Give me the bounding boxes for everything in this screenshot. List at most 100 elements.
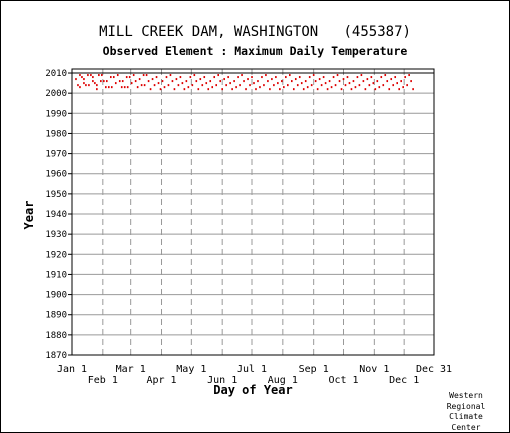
wrcc-credit: Western Regional Climate Center — [436, 391, 496, 433]
data-point — [187, 86, 190, 89]
credit-line: Center — [451, 422, 481, 432]
data-point — [350, 88, 353, 91]
data-point — [255, 88, 257, 91]
data-point — [171, 80, 174, 83]
data-point — [241, 74, 243, 77]
data-point — [249, 84, 251, 87]
data-point — [338, 80, 341, 83]
data-point — [90, 74, 92, 77]
data-point — [140, 84, 143, 87]
data-point — [382, 84, 385, 87]
data-point — [368, 84, 371, 87]
data-point — [189, 76, 192, 79]
data-point — [98, 74, 100, 77]
data-point — [316, 88, 319, 91]
data-point — [121, 80, 124, 83]
data-point — [290, 80, 293, 83]
data-point — [312, 74, 315, 77]
data-point — [306, 86, 309, 89]
data-point — [302, 88, 305, 91]
data-point — [191, 84, 194, 87]
x-tick-label: Nov 1 — [359, 364, 389, 375]
data-point — [257, 80, 259, 83]
data-point — [324, 82, 327, 85]
data-point — [287, 84, 289, 87]
data-point — [410, 80, 412, 83]
data-point — [181, 82, 184, 85]
data-point — [213, 76, 216, 79]
data-point — [118, 80, 121, 83]
data-point — [340, 88, 343, 91]
data-point — [183, 88, 186, 91]
y-tick-label: 1900 — [45, 291, 67, 301]
data-point — [344, 84, 347, 87]
y-tick-label: 1930 — [45, 230, 67, 240]
data-point — [88, 84, 90, 87]
data-point — [308, 76, 311, 79]
data-point — [245, 88, 247, 91]
y-tick-label: 1950 — [45, 190, 67, 200]
y-tick-label: 2000 — [45, 89, 67, 99]
y-tick-label: 1880 — [45, 331, 67, 341]
data-point — [120, 86, 123, 89]
y-tick-label: 1970 — [45, 150, 67, 160]
data-point — [320, 84, 323, 87]
data-point — [149, 88, 152, 91]
data-point — [81, 76, 83, 79]
x-tick-label: Jan 1 — [57, 364, 87, 375]
chart-title: MILL CREEK DAM, WASHINGTON (455387) — [99, 24, 411, 40]
data-point — [165, 76, 168, 79]
data-point — [151, 78, 154, 81]
data-point — [281, 80, 283, 83]
data-point — [336, 74, 339, 77]
data-point — [126, 86, 129, 89]
data-point — [195, 80, 198, 83]
data-point — [203, 76, 206, 79]
data-point — [79, 86, 81, 89]
data-point — [265, 74, 267, 77]
data-point — [275, 76, 277, 79]
data-point — [370, 76, 373, 79]
data-point — [277, 82, 279, 85]
data-point — [83, 82, 85, 85]
y-tick-label: 1890 — [45, 311, 67, 321]
data-point — [114, 82, 117, 85]
credit-line: Climate — [449, 412, 483, 421]
data-point — [101, 74, 103, 77]
data-point — [406, 84, 408, 87]
data-point — [128, 76, 131, 79]
data-point — [390, 78, 393, 81]
data-point — [288, 74, 291, 77]
data-point — [161, 80, 164, 83]
y-tick-label: 1910 — [45, 270, 67, 280]
data-point — [330, 86, 333, 89]
data-point — [110, 86, 113, 89]
data-point — [366, 78, 369, 81]
data-point — [185, 80, 188, 83]
y-axis-label: Year — [22, 200, 36, 230]
data-point — [271, 78, 273, 81]
data-point — [360, 74, 363, 77]
data-point — [199, 78, 202, 81]
data-point — [217, 74, 219, 77]
data-point — [384, 74, 387, 77]
data-point — [342, 78, 345, 81]
data-point — [116, 74, 119, 77]
data-point — [259, 86, 261, 89]
data-point — [145, 74, 148, 77]
data-point — [263, 84, 265, 87]
x-tick-label: Sep 1 — [299, 364, 329, 375]
data-point — [354, 86, 357, 89]
data-point — [251, 76, 253, 79]
data-point — [159, 88, 162, 91]
data-point — [304, 80, 307, 83]
data-point — [163, 86, 166, 89]
data-point — [332, 76, 335, 79]
data-point — [273, 84, 275, 87]
data-point — [219, 80, 221, 83]
data-point — [142, 74, 145, 77]
data-point — [233, 80, 235, 83]
data-point — [362, 80, 365, 83]
data-point — [412, 88, 414, 91]
data-point — [96, 88, 98, 91]
